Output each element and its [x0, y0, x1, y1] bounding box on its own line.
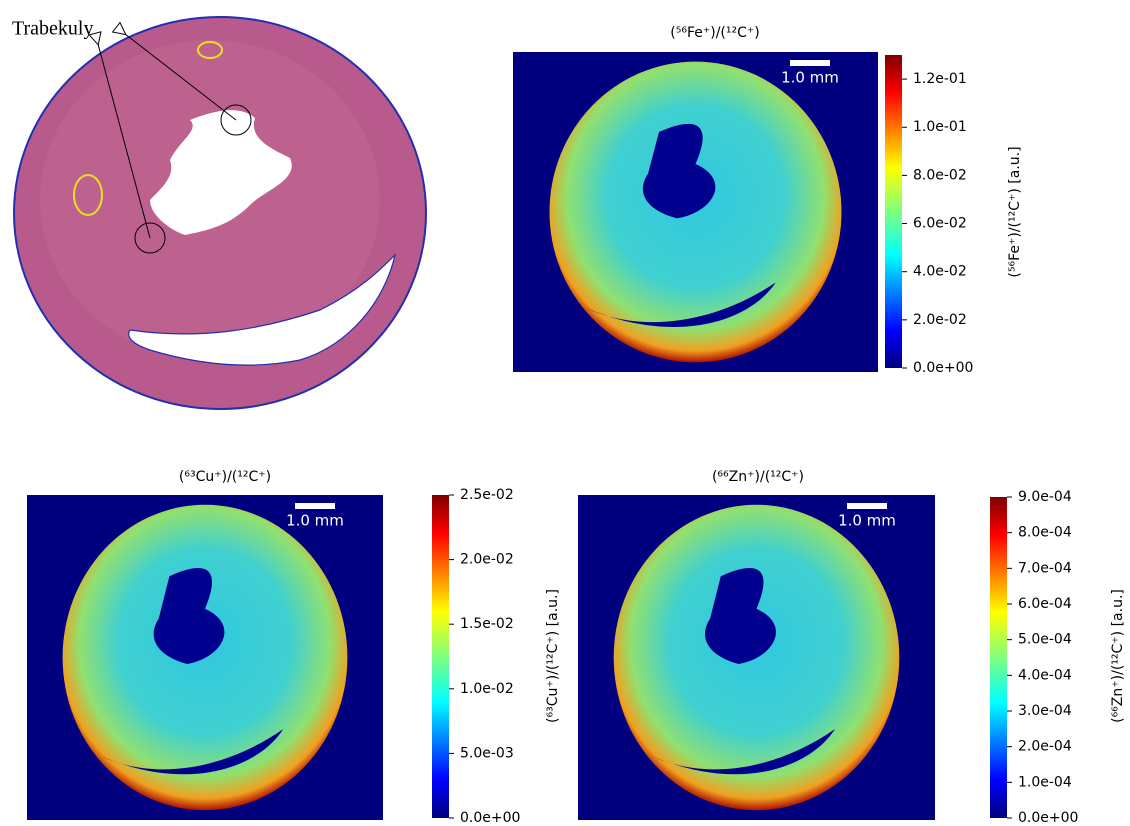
colorbar-tick-label: 8.0e-02: [913, 167, 967, 183]
colorbar-tick-label: 4.0e-02: [913, 264, 967, 280]
colorbar: [432, 495, 449, 818]
colorbar-tick-label: 1.2e-01: [913, 71, 967, 87]
colorbar-tick-label: 0.0e+00: [1018, 810, 1078, 826]
colorbar-tick-label: 6.0e-02: [913, 216, 967, 232]
colorbar-label: (⁶³Cu⁺)/(¹²C⁺) [a.u.]: [545, 589, 561, 723]
colorbar-tick-label: 4.0e-04: [1018, 667, 1072, 683]
colorbar-tick-label: 1.0e-01: [913, 119, 967, 135]
colorbar-tick-label: 3.0e-04: [1018, 703, 1072, 719]
colorbar: [990, 497, 1007, 818]
colorbar-tick-label: 7.0e-04: [1018, 560, 1072, 576]
colorbar-tick-label: 2.0e-02: [913, 312, 967, 328]
heatmap-cavity: [705, 568, 776, 664]
colorbar-tick-label: 2.5e-02: [460, 487, 514, 503]
colorbar-tick-label: 1.5e-02: [460, 616, 514, 632]
scale-bar-label: 1.0 mm: [838, 512, 896, 530]
heatmap-cavity: [649, 729, 836, 775]
colorbar-tick-label: 1.0e-04: [1018, 774, 1072, 790]
panel-title: (⁶³Cu⁺)/(¹²C⁺): [179, 469, 271, 485]
histology-panel: Trabekuly: [12, 16, 427, 410]
colorbar-tick-label: 9.0e-04: [1018, 489, 1072, 505]
scale-bar: [295, 503, 335, 509]
colorbar-tick-label: 0.0e+00: [913, 360, 973, 376]
scale-bar: [790, 60, 830, 66]
scale-bar-label: 1.0 mm: [781, 69, 839, 87]
colorbar-tick-label: 5.0e-03: [460, 745, 514, 761]
colorbar-tick-label: 8.0e-04: [1018, 525, 1072, 541]
annotation: Trabekuly: [12, 18, 93, 40]
heatmap-cavity: [153, 568, 225, 664]
heatmap-cavity: [586, 282, 776, 327]
colorbar-label: (⁶⁶Zn⁺)/(¹²C⁺) [a.u.]: [1110, 589, 1126, 723]
colorbar-tick-label: 0.0e+00: [460, 810, 520, 826]
colorbar-label: (⁵⁶Fe⁺)/(¹²C⁺) [a.u.]: [1007, 146, 1023, 277]
colorbar-tick-label: 5.0e-04: [1018, 632, 1072, 648]
panel-title: (⁵⁶Fe⁺)/(¹²C⁺): [670, 25, 759, 41]
scale-bar-label: 1.0 mm: [286, 512, 344, 530]
heatmap-cavity: [642, 123, 716, 219]
heatmap-cavity: [98, 729, 284, 775]
colorbar-tick-label: 2.0e-02: [460, 552, 514, 568]
panel-title: (⁶⁶Zn⁺)/(¹²C⁺): [712, 469, 804, 485]
colorbar-tick-label: 6.0e-04: [1018, 596, 1072, 612]
colorbar: [885, 55, 902, 368]
scale-bar: [847, 503, 887, 509]
colorbar-tick-label: 1.0e-02: [460, 681, 514, 697]
colorbar-tick-label: 2.0e-04: [1018, 739, 1072, 755]
